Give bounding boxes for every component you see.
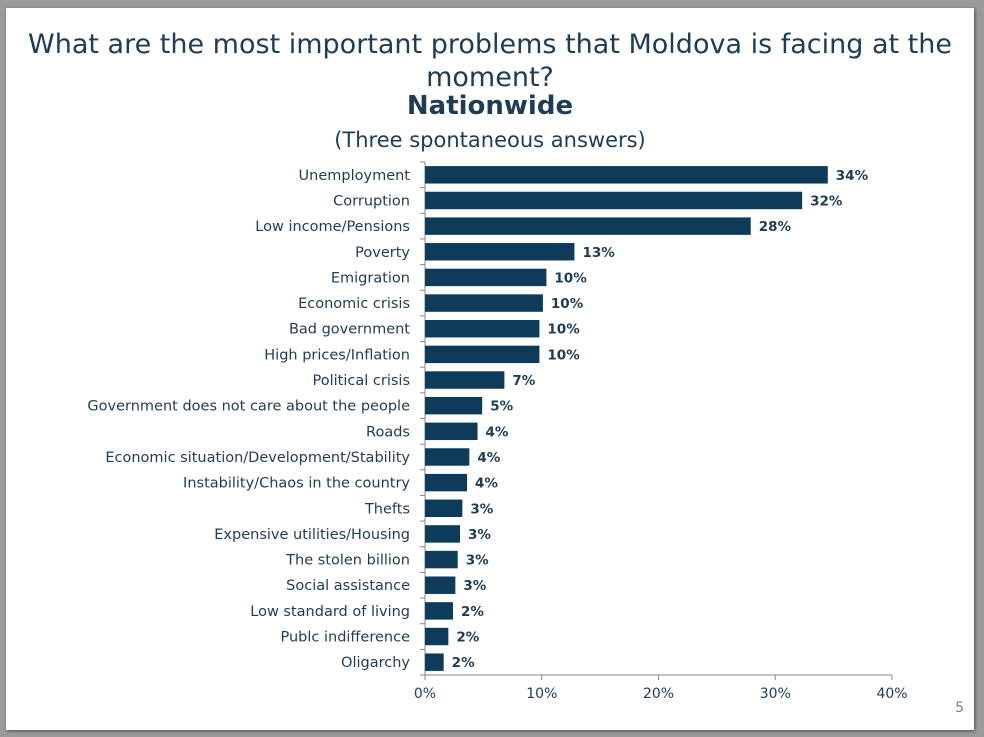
category-label: Bad government bbox=[289, 322, 410, 338]
category-label: Political crisis bbox=[313, 373, 410, 389]
data-label: 32% bbox=[810, 193, 843, 209]
category-label: High prices/Inflation bbox=[264, 347, 410, 363]
data-label: 3% bbox=[466, 553, 489, 569]
category-label: Economic crisis bbox=[298, 296, 410, 312]
category-label: Low income/Pensions bbox=[255, 219, 410, 235]
bar bbox=[425, 525, 461, 543]
data-label: 3% bbox=[463, 578, 486, 594]
category-label: Poverty bbox=[355, 245, 410, 261]
x-tick-label: 0% bbox=[414, 686, 436, 702]
bar bbox=[425, 396, 483, 415]
data-label: 34% bbox=[836, 168, 869, 184]
data-label: 10% bbox=[547, 322, 580, 338]
bar bbox=[425, 320, 540, 338]
bar bbox=[425, 294, 543, 312]
category-label: Emigration bbox=[331, 270, 410, 286]
x-tick-label: 30% bbox=[760, 686, 791, 702]
category-label: Roads bbox=[366, 424, 410, 440]
bar-chart: Unemployment 34% Corruption 32% Low income/P… bbox=[87, 161, 908, 702]
chart-title: What are the most important problems tha… bbox=[28, 29, 952, 93]
x-tick-label: 10% bbox=[526, 686, 557, 702]
data-label: 10% bbox=[554, 270, 587, 286]
bar bbox=[425, 345, 540, 364]
data-label: 4% bbox=[486, 424, 509, 440]
bar bbox=[425, 499, 463, 517]
data-label: 13% bbox=[582, 245, 615, 261]
category-label: Social assistance bbox=[286, 578, 410, 594]
x-tick-label: 20% bbox=[643, 686, 674, 702]
bar bbox=[425, 448, 470, 466]
category-label: Government does not care about the peopl… bbox=[87, 399, 410, 415]
bar bbox=[425, 576, 456, 594]
category-label: Publc indifference bbox=[280, 630, 410, 646]
category-label: Economic situation/Development/Stability bbox=[105, 450, 410, 466]
bar bbox=[425, 268, 547, 287]
data-label: 10% bbox=[547, 347, 580, 363]
data-label: 2% bbox=[456, 630, 479, 646]
data-label: 10% bbox=[551, 296, 584, 312]
data-label: 3% bbox=[470, 501, 493, 517]
data-label: 3% bbox=[468, 527, 491, 543]
x-tick-label: 40% bbox=[876, 686, 907, 702]
chart-subtitle: Nationwide bbox=[406, 91, 574, 121]
category-label: Low standard of living bbox=[250, 604, 410, 620]
data-label: 2% bbox=[461, 604, 484, 620]
category-label: Instability/Chaos in the country bbox=[183, 476, 410, 492]
slide: What are the most important problems tha… bbox=[6, 8, 974, 730]
bar bbox=[425, 473, 468, 492]
category-label: Unemployment bbox=[299, 168, 411, 184]
bar bbox=[425, 191, 803, 210]
category-label: Oligarchy bbox=[341, 655, 410, 671]
bar bbox=[425, 217, 751, 235]
data-label: 4% bbox=[475, 476, 498, 492]
bar bbox=[425, 550, 458, 569]
bar bbox=[425, 602, 454, 620]
data-label: 5% bbox=[490, 399, 513, 415]
data-label: 28% bbox=[759, 219, 792, 235]
data-label: 7% bbox=[512, 373, 535, 389]
category-label: Expensive utilities/Housing bbox=[214, 527, 410, 543]
chart-note: (Three spontaneous answers) bbox=[334, 128, 646, 152]
bar bbox=[425, 627, 449, 646]
bar bbox=[425, 422, 478, 441]
bar bbox=[425, 243, 575, 261]
bar bbox=[425, 653, 444, 671]
category-label: Corruption bbox=[333, 193, 410, 209]
bar bbox=[425, 371, 505, 389]
page-number: 5 bbox=[955, 700, 964, 716]
bar bbox=[425, 166, 828, 184]
category-label: The stolen billion bbox=[285, 553, 410, 569]
category-label: Thefts bbox=[364, 501, 410, 517]
data-label: 4% bbox=[477, 450, 500, 466]
data-label: 2% bbox=[452, 655, 475, 671]
